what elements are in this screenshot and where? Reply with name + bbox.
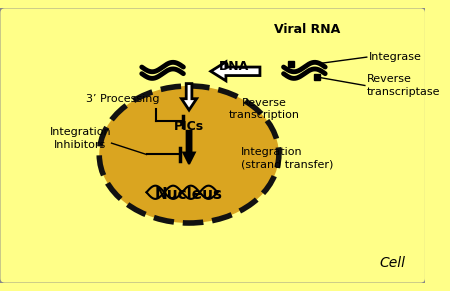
Text: 3’ Processing: 3’ Processing	[86, 94, 160, 104]
FancyArrow shape	[181, 84, 197, 110]
FancyBboxPatch shape	[0, 7, 426, 284]
Text: Cell: Cell	[379, 256, 405, 270]
Text: Reverse
transcriptase: Reverse transcriptase	[367, 74, 440, 97]
Text: Nucleus: Nucleus	[155, 187, 223, 202]
Text: Integration
(strand transfer): Integration (strand transfer)	[241, 147, 333, 169]
Text: Viral RNA: Viral RNA	[274, 23, 340, 36]
Text: Integrase: Integrase	[369, 52, 422, 62]
FancyArrow shape	[184, 131, 195, 164]
Text: Integration
Inhibitors: Integration Inhibitors	[50, 127, 111, 150]
FancyArrow shape	[211, 62, 260, 81]
Text: DNA: DNA	[219, 60, 250, 73]
Ellipse shape	[99, 86, 279, 223]
Text: Reverse
transcription: Reverse transcription	[229, 98, 300, 120]
Text: PICs: PICs	[174, 120, 204, 132]
